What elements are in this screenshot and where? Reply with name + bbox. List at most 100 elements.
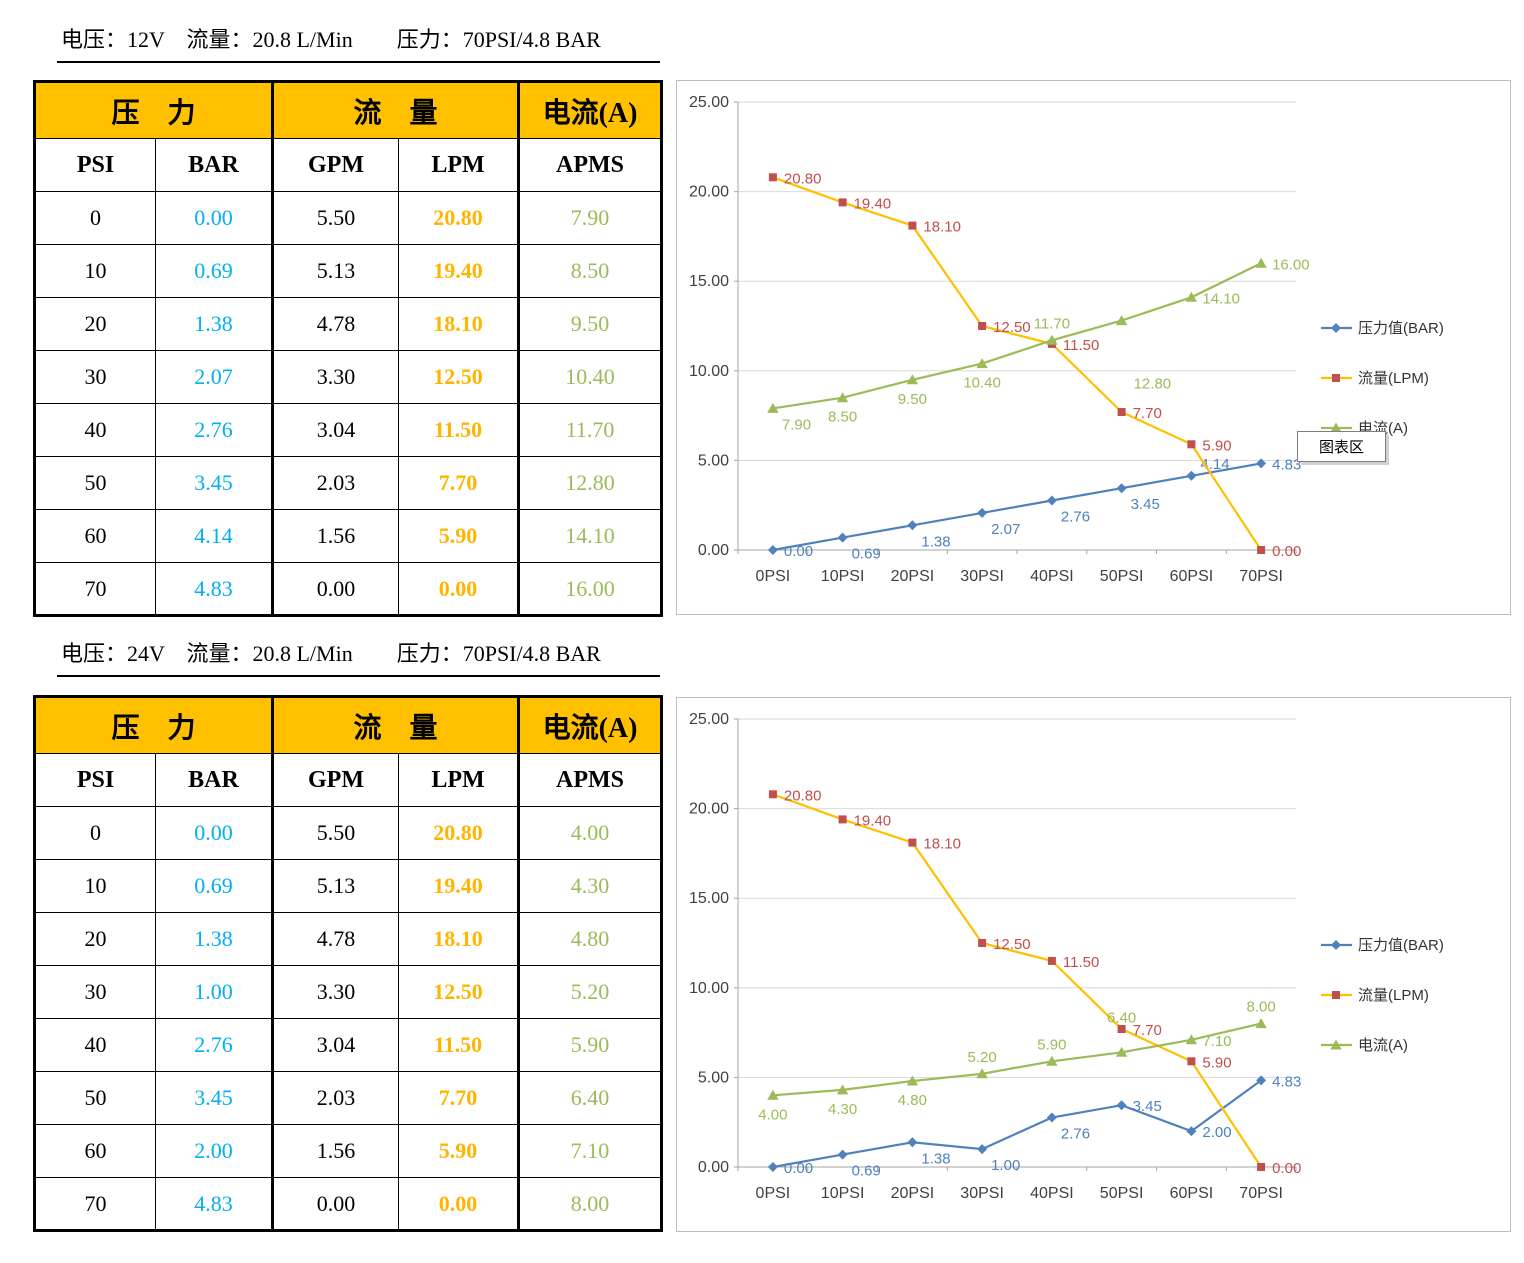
legend-label: 流量(LPM) xyxy=(1358,987,1429,1004)
svg-text:0.00: 0.00 xyxy=(698,542,729,559)
data-label: 20.80 xyxy=(784,170,822,187)
table-cell: 19.40 xyxy=(398,859,520,913)
data-label: 0.69 xyxy=(852,1163,881,1180)
table-cell: 70 xyxy=(34,562,156,616)
table-cell: 10.40 xyxy=(517,350,663,404)
table-cell: 20.80 xyxy=(398,806,520,860)
table-cell: 0.00 xyxy=(154,191,274,245)
triangle-marker xyxy=(1185,1034,1198,1045)
data-label: 1.00 xyxy=(991,1157,1020,1174)
table-group-header-row: 压 力流 量电流(A) xyxy=(33,81,663,139)
data-label: 4.80 xyxy=(898,1092,927,1109)
table-column-header-row: PSI BAR GPM LPM APMS xyxy=(34,138,663,192)
diamond-marker xyxy=(977,1144,988,1155)
table-cell: 11.70 xyxy=(517,403,663,457)
svg-text:0PSI: 0PSI xyxy=(756,568,791,585)
table-cell: 1.38 xyxy=(154,297,274,351)
svg-text:60PSI: 60PSI xyxy=(1170,1185,1214,1202)
square-marker xyxy=(1257,546,1266,554)
table-row: 70 4.83 0.00 0.00 8.00 xyxy=(34,1177,663,1231)
table-row: 40 2.76 3.04 11.50 11.70 xyxy=(34,403,663,457)
triangle-marker xyxy=(836,1084,849,1095)
table-cell: 0.00 xyxy=(154,806,274,860)
table-cell: 7.70 xyxy=(398,1071,520,1125)
series-current: 7.90 8.50 9.50 10.40 11.70 12.80 14.10 16.00 xyxy=(767,256,1310,433)
svg-text:20PSI: 20PSI xyxy=(891,1185,935,1202)
table-cell: 5.50 xyxy=(271,191,400,245)
svg-text:40PSI: 40PSI xyxy=(1030,1185,1074,1202)
chart-legend[interactable]: 压力值(BAR) 流量(LPM) 电流(A) xyxy=(1321,937,1444,1054)
table-col-header: GPM xyxy=(271,753,400,807)
table-col-header: LPM xyxy=(398,753,520,807)
diamond-marker xyxy=(1186,1126,1197,1137)
data-label: 0.69 xyxy=(852,546,881,563)
data-label: 1.38 xyxy=(921,1150,950,1167)
table-cell: 2.07 xyxy=(154,350,274,404)
data-label: 11.70 xyxy=(1034,315,1070,332)
table-cell: 40 xyxy=(34,1018,156,1072)
diamond-marker xyxy=(977,507,988,518)
table-row: 40 2.76 3.04 11.50 5.90 xyxy=(34,1018,663,1072)
table-cell: 12.50 xyxy=(398,350,520,404)
data-label: 14.10 xyxy=(1202,290,1240,307)
svg-text:0.00: 0.00 xyxy=(698,1159,729,1176)
data-label: 5.90 xyxy=(1202,437,1231,454)
data-label: 18.10 xyxy=(923,836,961,853)
chart-legend[interactable]: 压力值(BAR)流量(LPM)电流(A) xyxy=(1321,320,1444,437)
data-label: 9.50 xyxy=(898,391,927,408)
data-label: 19.40 xyxy=(854,812,892,829)
data-label: 7.70 xyxy=(1133,1022,1162,1039)
chart-12v[interactable]: 0.00 5.00 10.00 15.00 20.00 25.00 0PSI 10PSI 20P… xyxy=(676,80,1511,615)
data-label: 0.00 xyxy=(784,543,813,560)
svg-text:60PSI: 60PSI xyxy=(1170,568,1214,585)
table-cell: 5.13 xyxy=(271,244,400,298)
legend-item-flow[interactable]: 流量(LPM) xyxy=(1321,987,1429,1004)
table-cell: 2.00 xyxy=(154,1124,274,1178)
table-cell: 3.45 xyxy=(154,456,274,510)
triangle-marker xyxy=(836,392,849,403)
diamond-marker xyxy=(767,545,778,555)
triangle-marker xyxy=(976,358,988,369)
legend-item-pressure[interactable]: 压力值(BAR) xyxy=(1321,320,1444,337)
data-label: 4.83 xyxy=(1272,1073,1301,1090)
table-col-header: LPM xyxy=(398,138,520,192)
table-cell: 1.00 xyxy=(154,965,274,1019)
table-col-header: PSI xyxy=(34,138,156,192)
svg-text:5.00: 5.00 xyxy=(698,1069,729,1086)
table-group-header: 压 力 xyxy=(33,81,274,139)
square-marker xyxy=(1117,1025,1126,1033)
table-cell: 4.83 xyxy=(154,562,274,616)
data-label: 12.80 xyxy=(1134,376,1172,393)
data-label: 11.50 xyxy=(1063,954,1099,971)
legend-item-current[interactable]: 电流(A) xyxy=(1321,1037,1408,1054)
svg-text:50PSI: 50PSI xyxy=(1100,568,1144,585)
table-cell: 12.50 xyxy=(398,965,520,1019)
table-cell: 40 xyxy=(34,403,156,457)
legend-label: 压力值(BAR) xyxy=(1358,937,1444,954)
table-row: 10 0.69 5.13 19.40 4.30 xyxy=(34,859,663,913)
triangle-marker xyxy=(906,1075,919,1086)
legend-item-flow[interactable]: 流量(LPM) xyxy=(1321,370,1429,387)
svg-text:图表区: 图表区 xyxy=(1319,439,1364,456)
table-cell: 0.00 xyxy=(271,562,400,616)
data-label: 5.90 xyxy=(1037,1036,1066,1053)
legend-item-pressure[interactable]: 压力值(BAR) xyxy=(1321,937,1444,954)
diamond-marker xyxy=(1046,495,1057,506)
data-label: 18.10 xyxy=(923,219,961,236)
data-label: 4.30 xyxy=(828,1101,857,1118)
data-label: 10.40 xyxy=(963,375,1001,392)
table-cell: 4.14 xyxy=(154,509,274,563)
data-label: 20.80 xyxy=(784,787,822,804)
table-cell: 30 xyxy=(34,350,156,404)
table-cell: 3.30 xyxy=(271,965,400,1019)
diamond-marker xyxy=(1186,470,1197,481)
diamond-marker xyxy=(837,532,848,543)
data-label: 2.00 xyxy=(1202,1124,1231,1141)
chart-svg-24v: 0.00 5.00 10.00 15.00 20.00 25.00 0PSI 10PSI 20P… xyxy=(676,697,1511,1232)
diamond-marker xyxy=(1256,458,1267,469)
table-cell: 20 xyxy=(34,297,156,351)
series-pressure: 0.00 0.69 1.38 1.00 2.76 3.45 2.00 4.83 xyxy=(767,1073,1301,1180)
chart-24v[interactable]: 0.00 5.00 10.00 15.00 20.00 25.00 0PSI 10PSI 20P… xyxy=(676,697,1511,1232)
table-row: 70 4.83 0.00 0.00 16.00 xyxy=(34,562,663,616)
chart-area-tooltip: 图表区 xyxy=(1297,431,1389,465)
